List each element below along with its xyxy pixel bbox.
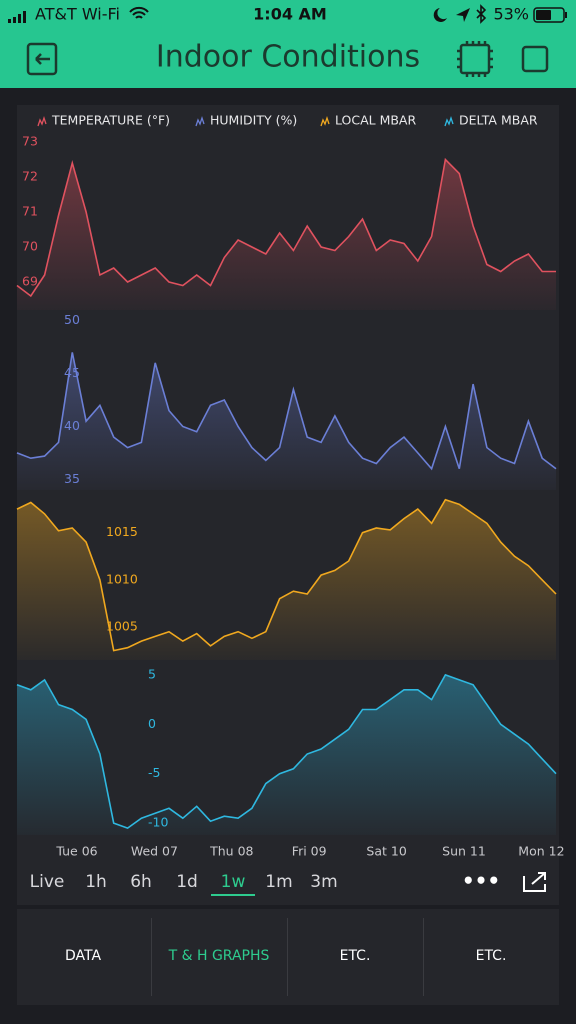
legend-label: HUMIDITY (%) xyxy=(210,113,297,128)
y-tick-label: -10 xyxy=(148,815,168,830)
menu-button[interactable] xyxy=(521,45,549,73)
device-button[interactable] xyxy=(457,41,493,77)
tab[interactable]: ETC. xyxy=(340,948,371,964)
time-range-option[interactable]: 1h xyxy=(85,872,107,892)
series-area xyxy=(17,674,556,835)
battery-tip xyxy=(565,12,567,18)
tab[interactable]: T & H GRAPHS xyxy=(168,948,270,964)
y-tick-label: 1015 xyxy=(106,524,138,539)
back-button[interactable] xyxy=(26,42,58,76)
tab[interactable]: DATA xyxy=(65,948,101,964)
selected-underline xyxy=(211,894,255,896)
x-tick-label: Thu 08 xyxy=(209,844,253,859)
y-tick-label: 45 xyxy=(64,365,80,380)
more-button[interactable]: ••• xyxy=(462,869,500,893)
y-tick-label: -5 xyxy=(148,765,160,780)
tabs: DATA T & H GRAPHS ETC. ETC. xyxy=(65,918,506,996)
series-line xyxy=(16,157,556,298)
y-tick-label: 1010 xyxy=(106,571,138,586)
y-tick-label: 72 xyxy=(22,169,38,184)
moon-icon xyxy=(433,8,447,22)
share-button[interactable] xyxy=(523,872,546,892)
series-area xyxy=(17,159,556,310)
time-range-option[interactable]: Live xyxy=(30,872,65,892)
tab[interactable]: ETC. xyxy=(476,948,507,964)
x-tick-label: Mon 12 xyxy=(518,844,564,859)
tab-divider xyxy=(287,918,288,996)
y-tick-label: 70 xyxy=(22,239,38,254)
x-tick-label: Sat 10 xyxy=(366,844,406,859)
legend-swatch xyxy=(195,115,205,127)
battery-level: 53% xyxy=(493,5,529,24)
bluetooth-icon xyxy=(476,4,487,24)
series-line xyxy=(16,352,557,471)
time-range-option[interactable]: 1d xyxy=(176,872,198,892)
y-tick-label: 71 xyxy=(22,204,38,219)
time-range-bar: Live 1h 6h 1d 1w 1m 3m xyxy=(30,872,338,896)
legend-label: DELTA MBAR xyxy=(459,113,538,128)
legend-label: TEMPERATURE (°F) xyxy=(51,113,170,128)
time-range-option[interactable]: 1m xyxy=(265,872,292,892)
y-tick-label: 69 xyxy=(22,274,38,289)
battery-fill xyxy=(536,10,551,20)
series-line xyxy=(16,498,557,652)
time-range-option[interactable]: 6h xyxy=(130,872,152,892)
x-tick-label: Wed 07 xyxy=(131,844,178,859)
location-icon xyxy=(456,8,470,22)
time-range-option[interactable]: 1w xyxy=(221,872,246,892)
x-tick-label: Tue 06 xyxy=(55,844,97,859)
legend-swatch xyxy=(444,115,454,127)
tab-divider xyxy=(423,918,424,996)
y-tick-label: 1005 xyxy=(106,619,138,634)
time-range-option[interactable]: 3m xyxy=(310,872,337,892)
battery-icon xyxy=(533,7,565,23)
y-tick-label: 50 xyxy=(64,312,80,327)
screen-title: Indoor Conditions xyxy=(156,40,420,75)
y-tick-label: 35 xyxy=(64,471,80,486)
legend-swatch xyxy=(320,115,330,127)
series-area xyxy=(17,499,556,660)
clock: 1:04 AM xyxy=(253,5,327,24)
signal-icon xyxy=(8,11,26,23)
legend-label: LOCAL MBAR xyxy=(335,113,416,128)
y-tick-label: 40 xyxy=(64,418,80,433)
y-tick-label: 0 xyxy=(148,716,156,731)
carrier: AT&T Wi-Fi xyxy=(35,5,120,24)
x-tick-label: Fri 09 xyxy=(292,844,327,859)
series-line xyxy=(16,673,557,829)
legend-swatch xyxy=(37,115,47,127)
tab-divider xyxy=(151,918,152,996)
x-tick-label: Sun 11 xyxy=(442,844,486,859)
y-tick-label: 5 xyxy=(148,666,156,681)
wifi-icon xyxy=(129,6,149,19)
y-tick-label: 73 xyxy=(22,134,38,149)
